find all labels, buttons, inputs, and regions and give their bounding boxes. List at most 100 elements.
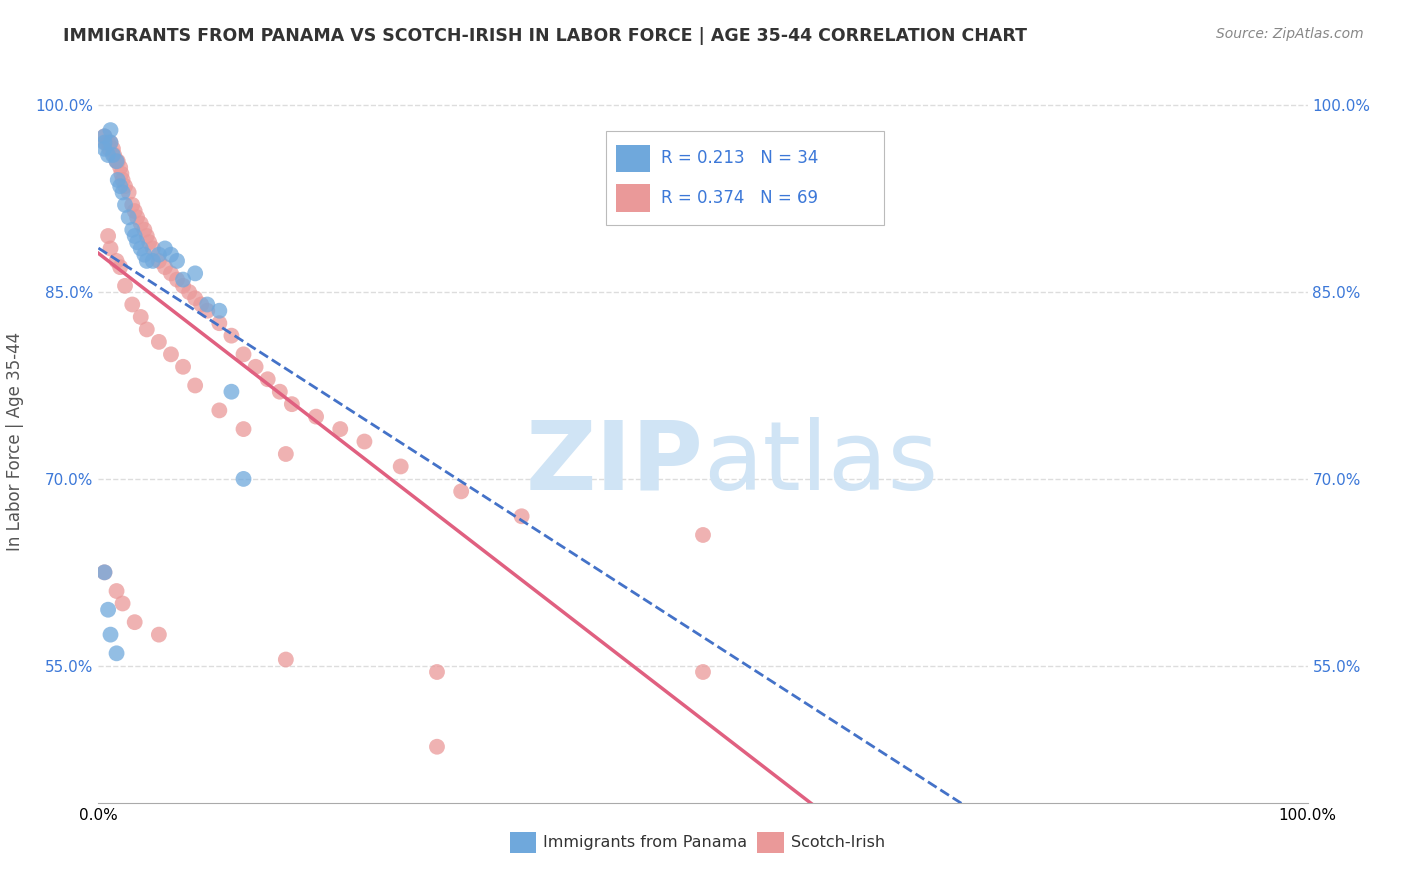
- Point: [108, 260, 131, 274]
- Point: [103, 148, 125, 162]
- Point: [138, 235, 160, 250]
- Point: [107, 154, 129, 169]
- Point: [208, 403, 231, 417]
- Point: [93, 136, 115, 150]
- Y-axis label: In Labor Force | Age 35-44: In Labor Force | Age 35-44: [7, 332, 24, 551]
- Point: [111, 186, 134, 200]
- Text: Scotch-Irish: Scotch-Irish: [792, 835, 886, 850]
- Point: [208, 316, 231, 330]
- Point: [124, 229, 146, 244]
- Point: [426, 665, 449, 679]
- Point: [135, 253, 157, 268]
- Point: [98, 142, 121, 156]
- Point: [121, 297, 143, 311]
- Point: [129, 310, 152, 324]
- Point: [179, 285, 201, 299]
- Point: [100, 627, 122, 641]
- Point: [105, 154, 128, 169]
- Point: [111, 173, 134, 187]
- Point: [195, 297, 218, 311]
- Point: [329, 422, 352, 436]
- Point: [101, 148, 124, 162]
- FancyBboxPatch shape: [509, 831, 536, 854]
- Point: [148, 248, 170, 262]
- Point: [94, 136, 117, 150]
- Point: [100, 136, 122, 150]
- Point: [148, 253, 170, 268]
- Point: [135, 322, 157, 336]
- Point: [510, 509, 533, 524]
- Point: [129, 242, 152, 256]
- Point: [93, 142, 115, 156]
- Text: Immigrants from Panama: Immigrants from Panama: [543, 835, 748, 850]
- Point: [121, 223, 143, 237]
- Point: [389, 459, 412, 474]
- FancyBboxPatch shape: [606, 131, 884, 225]
- Point: [105, 646, 128, 660]
- Point: [172, 359, 194, 374]
- Point: [110, 167, 132, 181]
- Point: [148, 334, 170, 349]
- Point: [124, 204, 146, 219]
- Point: [105, 154, 128, 169]
- Text: IMMIGRANTS FROM PANAMA VS SCOTCH-IRISH IN LABOR FORCE | AGE 35-44 CORRELATION CH: IMMIGRANTS FROM PANAMA VS SCOTCH-IRISH I…: [63, 27, 1028, 45]
- Point: [221, 384, 243, 399]
- Point: [232, 472, 254, 486]
- Point: [105, 253, 128, 268]
- Point: [108, 179, 131, 194]
- Point: [160, 347, 183, 361]
- Point: [114, 179, 136, 194]
- Point: [232, 347, 254, 361]
- Point: [108, 161, 131, 175]
- Point: [426, 739, 449, 754]
- Point: [93, 566, 115, 580]
- Point: [93, 129, 115, 144]
- Point: [160, 248, 183, 262]
- Point: [124, 615, 146, 630]
- Point: [692, 665, 714, 679]
- Point: [184, 266, 207, 280]
- Point: [142, 253, 165, 268]
- Point: [105, 584, 128, 599]
- FancyBboxPatch shape: [616, 145, 650, 172]
- Point: [221, 328, 243, 343]
- Text: R = 0.213   N = 34: R = 0.213 N = 34: [661, 149, 818, 168]
- Point: [166, 272, 188, 286]
- Point: [100, 123, 122, 137]
- Text: R = 0.374   N = 69: R = 0.374 N = 69: [661, 189, 818, 207]
- Point: [134, 248, 156, 262]
- Point: [134, 223, 156, 237]
- Point: [129, 217, 152, 231]
- Point: [195, 303, 218, 318]
- Point: [97, 148, 120, 162]
- Point: [160, 266, 183, 280]
- Point: [353, 434, 375, 449]
- Point: [274, 447, 297, 461]
- Point: [93, 129, 115, 144]
- Point: [114, 278, 136, 293]
- Point: [281, 397, 304, 411]
- Point: [232, 422, 254, 436]
- Point: [166, 253, 188, 268]
- FancyBboxPatch shape: [616, 185, 650, 211]
- Point: [142, 242, 165, 256]
- Text: ZIP: ZIP: [524, 417, 703, 509]
- Point: [107, 173, 129, 187]
- Point: [114, 198, 136, 212]
- Point: [97, 229, 120, 244]
- Point: [256, 372, 278, 386]
- Point: [184, 291, 207, 305]
- Point: [153, 242, 176, 256]
- Point: [100, 136, 122, 150]
- Text: Source: ZipAtlas.com: Source: ZipAtlas.com: [1216, 27, 1364, 41]
- Point: [148, 627, 170, 641]
- Point: [190, 297, 212, 311]
- Point: [97, 603, 120, 617]
- Point: [101, 142, 124, 156]
- Point: [118, 211, 141, 225]
- Text: atlas: atlas: [703, 417, 938, 509]
- Point: [269, 384, 291, 399]
- Point: [153, 260, 176, 274]
- FancyBboxPatch shape: [758, 831, 785, 854]
- Point: [118, 186, 141, 200]
